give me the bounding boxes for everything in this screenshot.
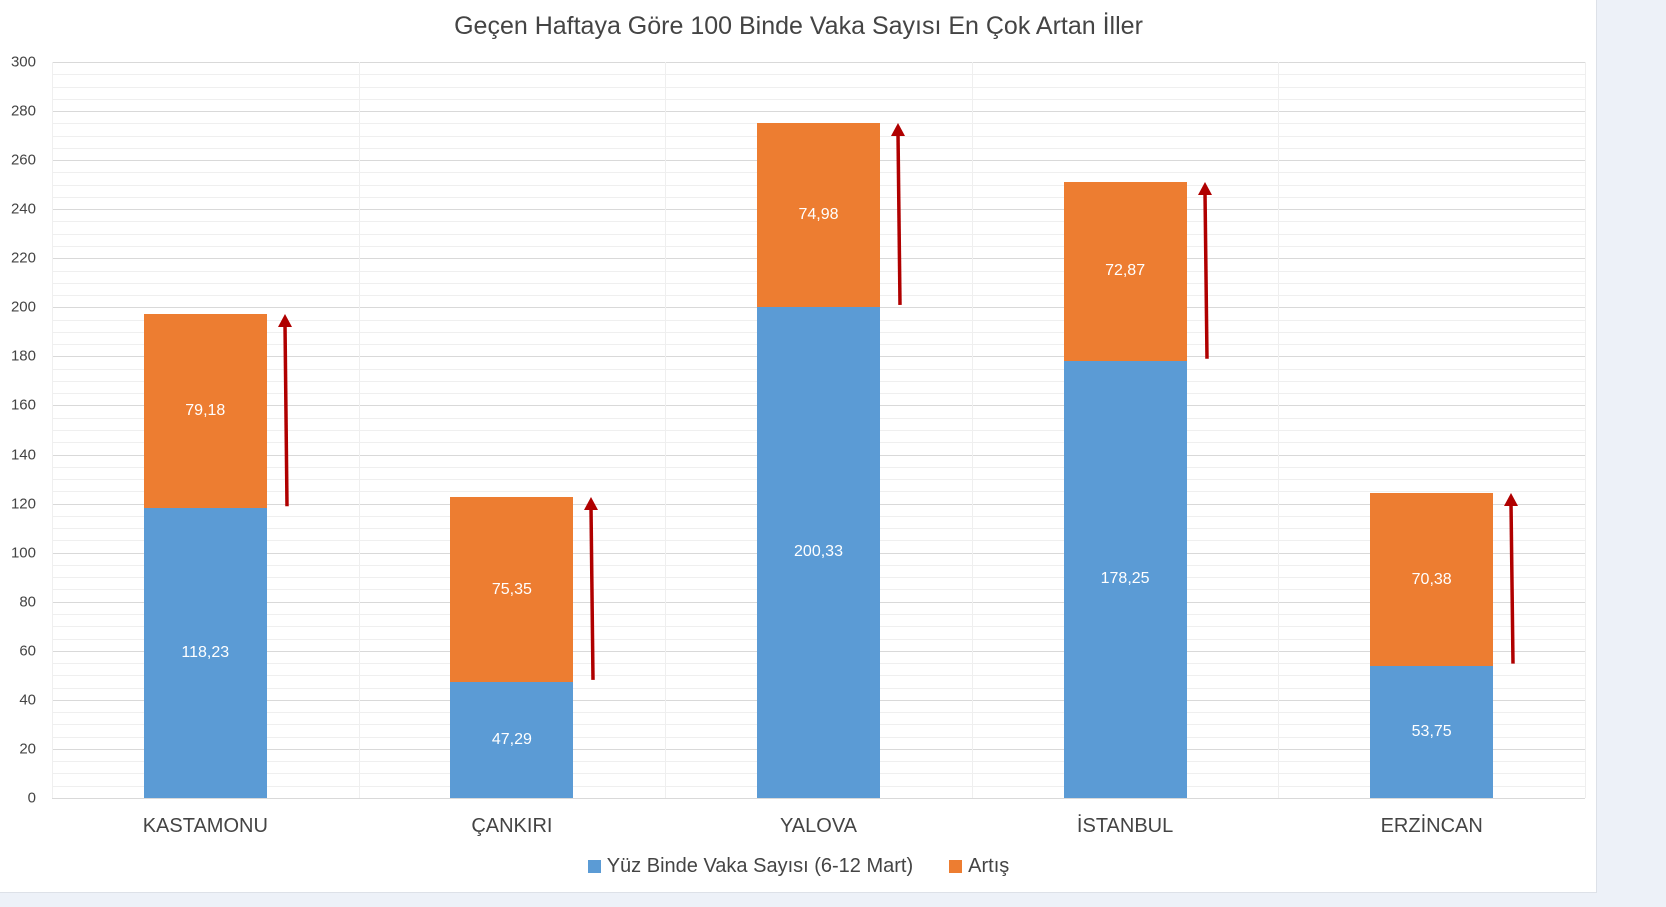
data-label: 178,25 [1100,570,1150,588]
bar-segment-cases: 53,75 [1370,666,1494,798]
y-tick-label: 100 [10,544,36,562]
y-tick-label: 300 [10,53,36,71]
minor-gridline [52,98,1585,100]
y-tick-label: 0 [27,789,36,807]
bar-segment-cases: 118,23 [143,507,267,798]
bar-kastamonu: 118,23 79,18 [143,62,267,798]
arrow-up-icon [1197,181,1212,359]
data-label: 79,18 [185,401,226,419]
bar-segment-increase: 74,98 [757,122,880,307]
bar-segment-cases: 200,33 [757,306,880,798]
chart-title: Geçen Haftaya Göre 100 Binde Vaka Sayısı… [454,12,1143,40]
x-tick-label: İSTANBUL [1076,815,1174,837]
bar-segment-increase: 70,38 [1370,493,1494,667]
data-label: 118,23 [181,643,230,661]
arrow-up-icon [1504,493,1519,665]
vertical-gridline [52,62,53,798]
bar-segment-cases: 178,25 [1063,360,1187,798]
data-label: 75,35 [491,580,532,598]
y-tick-label: 240 [10,200,36,218]
x-tick-label: KASTAMONU [142,815,268,837]
arrow-up-icon [277,313,292,506]
y-tick-label: 40 [19,691,36,709]
data-label: 70,38 [1411,570,1452,588]
bar-i̇stanbul: 178,25 72,87 [1063,62,1187,798]
data-label: 74,98 [798,205,839,223]
arrow-up-icon [891,122,905,305]
x-tick-label: YALOVA [779,815,858,837]
y-tick-label: 280 [10,102,36,120]
vertical-gridline [1585,62,1586,798]
vertical-gridline [665,62,667,798]
plot-area: 118,23 79,18 47,29 75,35 200,33 74,98 178,25 72… [52,62,1586,799]
y-tick-label: 80 [19,593,36,611]
y-tick-label: 120 [10,495,36,513]
bar-yalova: 200,33 74,98 [757,62,880,798]
legend-item-increase: Artış [949,855,1009,878]
y-tick-label: 20 [19,740,36,758]
y-tick-label: 180 [10,347,36,365]
vertical-gridline [971,62,973,798]
data-label: 72,87 [1105,262,1146,280]
legend-label-cases: Yüz Binde Vaka Sayısı (6-12 Mart) [606,855,914,877]
data-label: 200,33 [794,543,843,561]
bar-segment-increase: 79,18 [143,313,267,508]
data-label: 47,29 [491,730,532,748]
y-tick-label: 60 [19,642,36,660]
data-label: 53,75 [1411,723,1452,741]
bar-segment-cases: 47,29 [450,681,574,798]
legend-swatch-orange [949,860,963,873]
x-tick-label: ERZİNCAN [1380,815,1483,837]
major-gridline [52,798,1585,799]
bar-erzi̇ncan: 53,75 70,38 [1370,62,1494,798]
bar-segment-increase: 75,35 [450,497,574,682]
legend: Yüz Binde Vaka Sayısı (6-12 Mart) Artış [0,855,1597,878]
bar-segment-increase: 72,87 [1063,181,1187,361]
y-tick-label: 220 [10,249,36,267]
arrow-up-icon [584,497,599,680]
bar-çankiri: 47,29 75,35 [450,62,574,798]
y-tick-label: 160 [10,396,36,414]
y-tick-label: 260 [10,151,36,169]
y-tick-label: 200 [10,298,36,316]
vertical-gridline [1278,62,1280,798]
legend-label-increase: Artış [968,855,1010,877]
major-gridline [52,62,1585,63]
x-tick-label: ÇANKIRI [471,815,553,837]
major-gridline [52,111,1585,113]
y-tick-label: 140 [10,446,36,464]
legend-item-cases: Yüz Binde Vaka Sayısı (6-12 Mart) [587,855,914,878]
minor-gridline [52,74,1585,76]
vertical-gridline [358,62,360,798]
legend-swatch-blue [587,860,601,873]
minor-gridline [52,86,1585,88]
